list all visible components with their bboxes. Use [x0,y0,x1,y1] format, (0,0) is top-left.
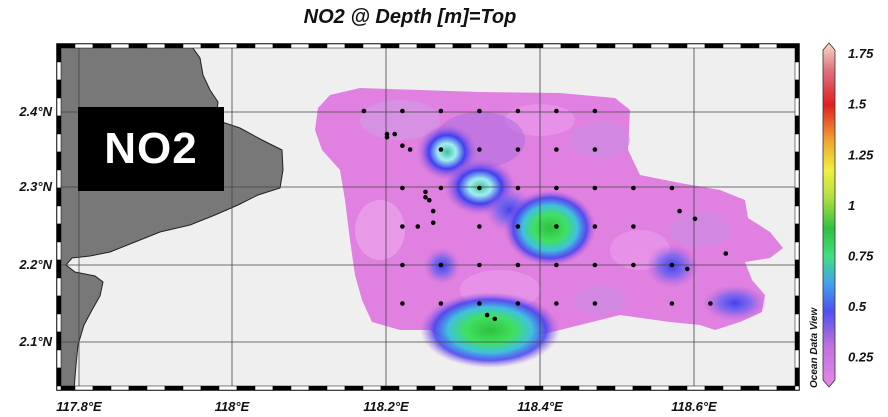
map-title: NO2 @ Depth [m]=Top [303,6,517,28]
map-frame [56,43,800,391]
station-marker [708,301,713,306]
station-marker [592,262,598,268]
station-marker [400,185,405,191]
colorbar-tick-label: 0.5 [848,299,867,314]
x-axis-labels: 117.8°E 118°E 118.2°E 118.4°E 118.6°E [56,399,717,414]
station-marker [477,185,482,191]
station-marker [438,147,444,152]
station-marker [477,301,482,306]
station-marker [492,316,498,322]
station-marker [592,108,598,114]
colorbar-tick-label: 1.5 [848,97,867,112]
station-marker [415,224,421,229]
station-marker [669,301,675,306]
y-tick-label: 2.4°N [18,104,52,119]
station-marker [438,185,444,191]
colorbar-tick-label: 1.25 [848,147,874,162]
station-marker [407,147,413,152]
station-marker [400,108,405,114]
colorbar-tick-label: 0.75 [848,249,874,264]
station-marker [438,262,444,268]
y-axis-labels: 2.4°N 2.3°N 2.2°N 2.1°N [18,104,52,349]
station-marker [477,262,482,268]
x-tick-label: 118°E [215,399,250,414]
station-marker [400,262,405,268]
station-marker [554,147,559,152]
station-marker [592,185,598,191]
station-marker [554,301,559,306]
station-marker [384,134,390,140]
station-marker [361,108,367,114]
colorbar: 1.75 1.5 1.25 1 0.75 0.5 0.25 [822,42,874,388]
station-marker [423,194,428,200]
station-marker [515,224,521,229]
station-marker [515,108,521,114]
station-marker [692,216,698,222]
station-marker [400,143,405,148]
station-markers [361,108,729,322]
station-marker [392,131,398,137]
station-marker [430,208,436,214]
x-tick-label: 118.2°E [363,399,409,414]
station-marker [515,301,521,306]
station-marker [631,224,636,229]
station-marker [685,266,690,272]
station-marker [515,262,521,268]
x-tick-label: 118.4°E [517,399,563,414]
station-marker [515,185,521,191]
station-marker [554,108,559,114]
station-marker [592,147,598,152]
colorbar-tick-label: 1 [848,198,855,213]
station-marker [554,262,559,268]
x-tick-label: 117.8°E [56,399,102,414]
colorbar-tick-label: 1.75 [848,46,874,61]
hotspots [417,112,767,368]
no2-overlay-label: NO2 [78,107,224,191]
station-marker [423,189,428,195]
station-marker [430,220,436,225]
station-marker [515,147,521,152]
colorbar-tick-label: 0.25 [848,350,874,365]
station-marker [669,185,675,191]
station-marker [477,224,482,229]
station-marker [400,224,405,229]
station-marker [592,224,598,229]
station-marker [669,262,675,268]
station-marker [631,262,636,268]
station-marker [477,108,482,114]
station-marker [427,198,432,203]
y-tick-label: 2.3°N [18,179,52,194]
station-marker [477,147,482,152]
ocean-data-view-watermark: Ocean Data View [809,307,820,388]
station-marker [723,251,729,256]
y-tick-label: 2.1°N [18,334,52,349]
station-marker [677,208,682,214]
station-marker [592,301,598,306]
station-marker [631,185,636,191]
x-tick-label: 118.6°E [671,399,717,414]
y-tick-label: 2.2°N [18,257,52,272]
station-marker [438,301,444,306]
station-marker [554,185,559,191]
station-marker [554,224,559,229]
station-marker [484,312,490,318]
station-marker [438,108,444,114]
station-marker [400,301,405,306]
